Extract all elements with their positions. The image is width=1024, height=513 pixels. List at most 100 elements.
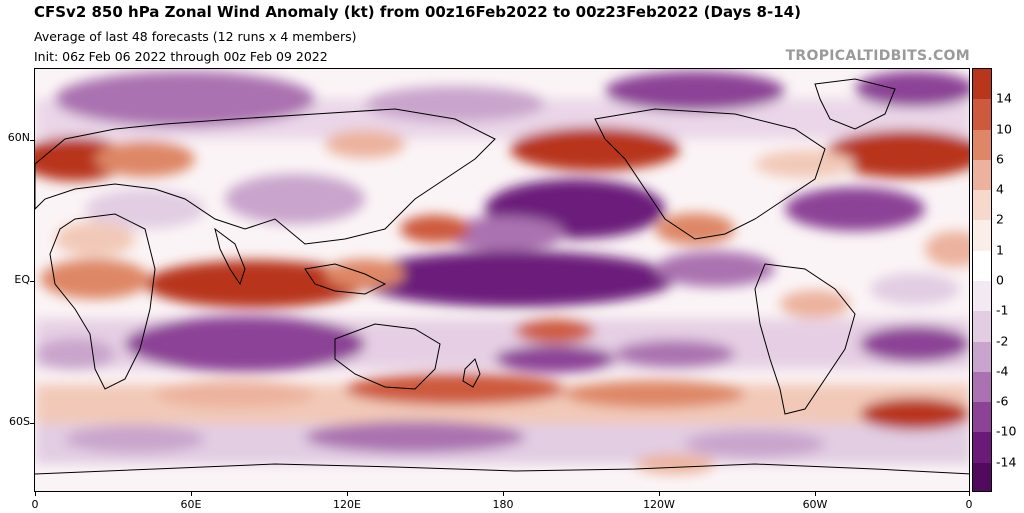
india-outline	[214, 227, 246, 286]
anomaly-blob	[85, 189, 205, 229]
colorbar-label: 14	[996, 90, 1012, 106]
lon-label-120w: 120W	[643, 498, 675, 511]
colorbar-label: 4	[996, 181, 1004, 197]
australia-outline	[334, 323, 441, 390]
anomaly-blob	[40, 259, 150, 299]
anomaly-blob	[400, 215, 470, 243]
antarctica-outline	[35, 463, 969, 475]
anomaly-blob	[825, 130, 969, 178]
lon-tick	[969, 492, 970, 496]
anomaly-blob	[755, 150, 855, 178]
lat-tick	[30, 140, 34, 141]
eurasia-outline	[35, 108, 496, 245]
anomaly-blob	[55, 221, 135, 257]
anomaly-blob	[305, 421, 525, 453]
lon-tick	[347, 492, 348, 496]
anomaly-blob	[65, 425, 205, 453]
colorbar-segment	[973, 311, 991, 342]
anomaly-blob	[925, 231, 969, 267]
anomaly-blob	[860, 398, 969, 430]
lon-tick	[191, 492, 192, 496]
colorbar-label: 2	[996, 211, 1004, 227]
map-subtitle-init: Init: 06z Feb 06 2022 through 00z Feb 09…	[34, 49, 328, 64]
colorbar-segment	[973, 402, 991, 433]
anomaly-blob	[365, 86, 545, 122]
anomaly-blob	[860, 326, 969, 362]
anomaly-blob	[355, 251, 675, 307]
anomaly-blob	[655, 251, 775, 287]
anomaly-blob	[155, 380, 315, 408]
anomaly-blob	[95, 141, 195, 177]
colorbar-segment	[973, 432, 991, 463]
colorbar-segment	[973, 129, 991, 160]
anomaly-blob	[685, 430, 825, 458]
anomaly-blob	[145, 260, 365, 308]
colorbar-label: -4	[996, 363, 1009, 379]
anomaly-blob	[125, 316, 365, 372]
anomaly-blob	[345, 373, 565, 405]
anomaly-blob	[605, 71, 785, 111]
colorbar-label: -10	[996, 423, 1017, 439]
colorbar-segment	[973, 190, 991, 221]
anomaly-blob	[510, 127, 680, 171]
colorbar-segment	[973, 462, 991, 491]
lon-label-60w: 60W	[802, 498, 828, 511]
colorbar-segment	[973, 371, 991, 403]
colorbar-segment	[973, 99, 991, 130]
lat-label-60s: 60S	[9, 415, 30, 428]
anomaly-blob	[780, 290, 850, 318]
lon-tick	[503, 492, 504, 496]
lon-tick	[815, 492, 816, 496]
map-title: CFSv2 850 hPa Zonal Wind Anomaly (kt) fr…	[34, 3, 801, 21]
anomaly-blob	[515, 319, 595, 343]
lon-label-0-east: 0	[965, 498, 973, 511]
anomaly-blob	[35, 338, 115, 370]
brand-watermark: TROPICALTIDBITS.COM	[785, 48, 970, 64]
lat-label-eq: EQ	[14, 273, 30, 286]
anomaly-blob	[870, 273, 960, 305]
colorbar-label: 1	[996, 242, 1004, 258]
anomaly-blob	[565, 380, 745, 408]
wind-anomaly-map[interactable]	[34, 68, 970, 492]
colorbar-label: 10	[996, 121, 1012, 137]
anomaly-blob	[615, 340, 735, 368]
lat-tick	[30, 423, 34, 424]
anomaly-blob	[225, 174, 365, 224]
lat-label-60n: 60N	[7, 131, 30, 144]
anomaly-blob	[325, 130, 405, 158]
colorbar-segment	[973, 159, 991, 191]
colorbar-label: -6	[996, 393, 1009, 409]
colorbar-segment	[973, 69, 991, 100]
north-america-outline	[594, 108, 826, 240]
anomaly-blob	[785, 187, 925, 231]
anomaly-field	[35, 71, 969, 474]
colorbar-segment	[973, 341, 991, 372]
colorbar-label: -14	[996, 454, 1017, 470]
anomaly-field-svg	[35, 69, 969, 491]
africa-outline	[49, 213, 156, 390]
colorbar-label: -2	[996, 333, 1009, 349]
anomaly-blob	[445, 216, 565, 252]
greenland-outline	[814, 78, 896, 130]
anomaly-blob	[855, 71, 969, 107]
lon-label-120e: 120E	[333, 498, 361, 511]
colorbar-segment	[973, 280, 991, 312]
anomaly-blob	[55, 71, 315, 127]
lon-label-180: 180	[492, 498, 514, 511]
colorbar-label: -1	[996, 302, 1009, 318]
indonesia-outline	[304, 263, 387, 295]
lon-tick	[659, 492, 660, 496]
colorbar-segment	[973, 220, 991, 251]
lon-label-60e: 60E	[180, 498, 202, 511]
lon-label-0: 0	[31, 498, 39, 511]
anomaly-blob	[655, 213, 735, 245]
south-america-outline	[754, 263, 856, 415]
new-zealand-outline	[462, 358, 481, 388]
lon-tick	[35, 492, 36, 496]
lat-tick	[30, 281, 34, 282]
map-subtitle-ensemble: Average of last 48 forecasts (12 runs x …	[34, 29, 357, 44]
anomaly-blob	[495, 345, 615, 373]
colorbar	[972, 68, 992, 492]
colorbar-segment	[973, 250, 991, 281]
colorbar-label: 6	[996, 151, 1004, 167]
